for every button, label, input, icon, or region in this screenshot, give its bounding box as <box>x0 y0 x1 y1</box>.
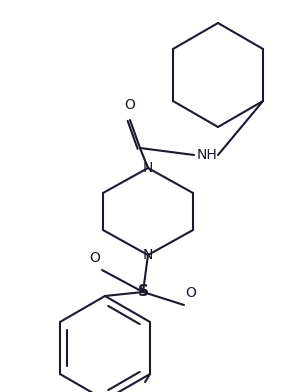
Text: O: O <box>90 251 100 265</box>
Text: N: N <box>143 248 153 262</box>
Text: S: S <box>138 285 148 299</box>
Text: O: O <box>186 286 196 300</box>
Text: NH: NH <box>197 148 217 162</box>
Text: O: O <box>124 98 135 112</box>
Text: N: N <box>143 161 153 175</box>
